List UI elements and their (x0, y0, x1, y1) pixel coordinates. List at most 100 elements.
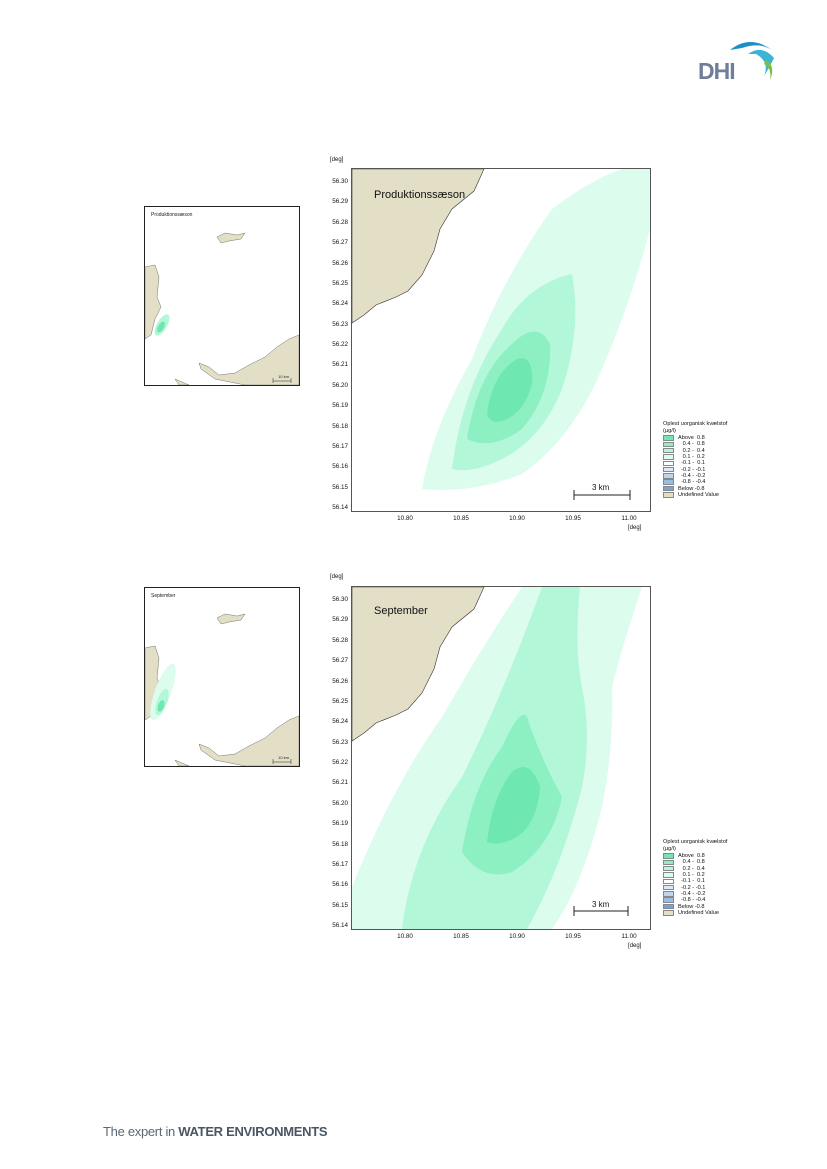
legend-swatch (663, 903, 674, 910)
legend-swatch (663, 447, 674, 454)
overview-label: September (151, 593, 176, 599)
legend-label: -0.8 - -0.4 (678, 897, 706, 904)
y-tick-label: 56.17 (332, 860, 348, 868)
legend-title: Oplest uorganisk kvælstof (663, 839, 728, 845)
legend-item: 0.1 - 0.2 (663, 454, 753, 460)
legend-production: Oplest uorganisk kvælstof (µg/l) Above 0… (663, 421, 753, 498)
footer-bold: WATER ENVIRONMENTS (178, 1124, 328, 1139)
x-tick-label: 11.00 (621, 515, 637, 522)
y-tick-label: 56.20 (332, 381, 348, 389)
legend-label: 0.4 - 0.8 (678, 859, 705, 866)
legend-label: 0.1 - 0.2 (678, 454, 705, 461)
y-tick-label: 56.14 (332, 922, 348, 929)
x-tick-label: 10.95 (565, 933, 581, 940)
legend-label: 0.1 - 0.2 (678, 872, 705, 879)
y-tick-label: 56.22 (332, 759, 348, 766)
legend-label: Below -0.8 (678, 903, 705, 910)
x-tick-label: 10.90 (509, 933, 525, 940)
y-tick-label: 56.28 (332, 636, 348, 644)
legend-swatch (663, 441, 674, 448)
legend-swatch (663, 473, 674, 479)
legend-label: -0.1 - 0.1 (678, 460, 706, 467)
main-map-production: Produktionssæson 3 km (351, 168, 651, 512)
map-season-label: Produktionssæson (374, 189, 466, 201)
legend-item: -0.8 - -0.4 (663, 479, 753, 485)
overview-map-production: Produktionssæson 10 km (144, 206, 300, 386)
legend-item: Undefined Value (663, 492, 753, 498)
y-tick-label: 56.21 (332, 361, 348, 369)
legend-item: Above 0.8 (663, 435, 753, 441)
legend-item: 0.4 - 0.8 (663, 441, 753, 447)
legend-swatch (663, 435, 674, 441)
legend-label: 0.2 - 0.4 (678, 865, 705, 872)
y-tick-label: 56.26 (332, 677, 348, 685)
footer-prefix: The expert in (103, 1124, 179, 1139)
y-tick-label: 56.18 (332, 840, 348, 848)
legend-swatch (663, 884, 674, 891)
y-tick-label: 56.15 (332, 901, 348, 909)
x-axis-unit: [deg] (628, 943, 642, 949)
legend-label: Above 0.8 (678, 435, 705, 442)
legend-swatch (663, 479, 674, 485)
legend-item: Above 0.8 (663, 853, 753, 859)
y-tick-label: 56.24 (332, 300, 348, 308)
x-axis-unit: [deg] (628, 525, 642, 531)
y-tick-label: 56.27 (332, 239, 348, 247)
legend-rows: Above 0.8 0.4 - 0.8 0.2 - 0.4 0.1 - 0.2 … (663, 435, 753, 498)
legend-item: -0.4 - -0.2 (663, 473, 753, 479)
y-tick-label: 56.22 (332, 341, 348, 348)
dhi-logo-waves-icon (730, 42, 774, 80)
y-tick-label: 56.27 (332, 657, 348, 665)
legend-swatch (663, 910, 674, 916)
x-tick-label: 11.00 (621, 933, 637, 940)
legend-label: -0.8 - -0.4 (678, 479, 706, 486)
legend-swatch (663, 872, 674, 878)
legend-item: 0.1 - 0.2 (663, 872, 753, 878)
map-season-label: September (374, 605, 428, 617)
legend-label: Below -0.8 (678, 485, 705, 492)
y-tick-label: 56.28 (332, 218, 348, 226)
legend-label: -0.2 - -0.1 (678, 466, 706, 473)
y-tick-label: 56.23 (332, 320, 348, 328)
legend-item: Below -0.8 (663, 903, 753, 910)
legend-label: Above 0.8 (678, 853, 705, 860)
y-tick-label: 56.25 (332, 279, 348, 287)
legend-item: -0.1 - 0.1 (663, 460, 753, 466)
legend-label: 0.4 - 0.8 (678, 441, 705, 448)
x-tick-label: 10.85 (453, 515, 469, 522)
footer-tagline: The expert in WATER ENVIRONMENTS (103, 1124, 328, 1139)
legend-swatch (663, 878, 674, 885)
y-tick-label: 56.30 (332, 596, 348, 603)
legend-label: 0.2 - 0.4 (678, 447, 705, 454)
x-tick-label: 10.85 (453, 933, 469, 940)
legend-unit: (µg/l) (663, 846, 676, 852)
legend-item: Below -0.8 (663, 485, 753, 492)
y-tick-label: 56.29 (332, 616, 348, 624)
legend-label: -0.2 - -0.1 (678, 884, 706, 891)
legend-swatch (663, 897, 674, 903)
y-axis-unit: [deg] (330, 157, 344, 163)
legend-label: Undefined Value (678, 491, 719, 498)
legend-item: -0.2 - -0.1 (663, 884, 753, 891)
legend-item: -0.8 - -0.4 (663, 897, 753, 903)
legend-item: -0.1 - 0.1 (663, 878, 753, 884)
y-tick-label: 56.20 (332, 799, 348, 807)
legend-item: 0.2 - 0.4 (663, 866, 753, 872)
legend-rows: Above 0.8 0.4 - 0.8 0.2 - 0.4 0.1 - 0.2 … (663, 853, 753, 916)
legend-swatch (663, 865, 674, 872)
legend-label: Undefined Value (678, 909, 719, 916)
legend-item: 0.2 - 0.4 (663, 448, 753, 454)
legend-swatch (663, 853, 674, 859)
y-tick-label: 56.18 (332, 422, 348, 430)
legend-label: -0.4 - -0.2 (678, 890, 706, 897)
x-tick-label: 10.95 (565, 515, 581, 522)
scale-bar-label: 3 km (592, 900, 610, 909)
x-tick-label: 10.80 (397, 933, 413, 940)
legend-label: -0.1 - 0.1 (678, 878, 706, 885)
y-tick-label: 56.19 (332, 820, 348, 828)
legend-swatch (663, 466, 674, 473)
legend-swatch (663, 891, 674, 897)
y-tick-label: 56.15 (332, 483, 348, 491)
y-tick-label: 56.17 (332, 442, 348, 450)
main-map-september: September 3 km (351, 586, 651, 930)
